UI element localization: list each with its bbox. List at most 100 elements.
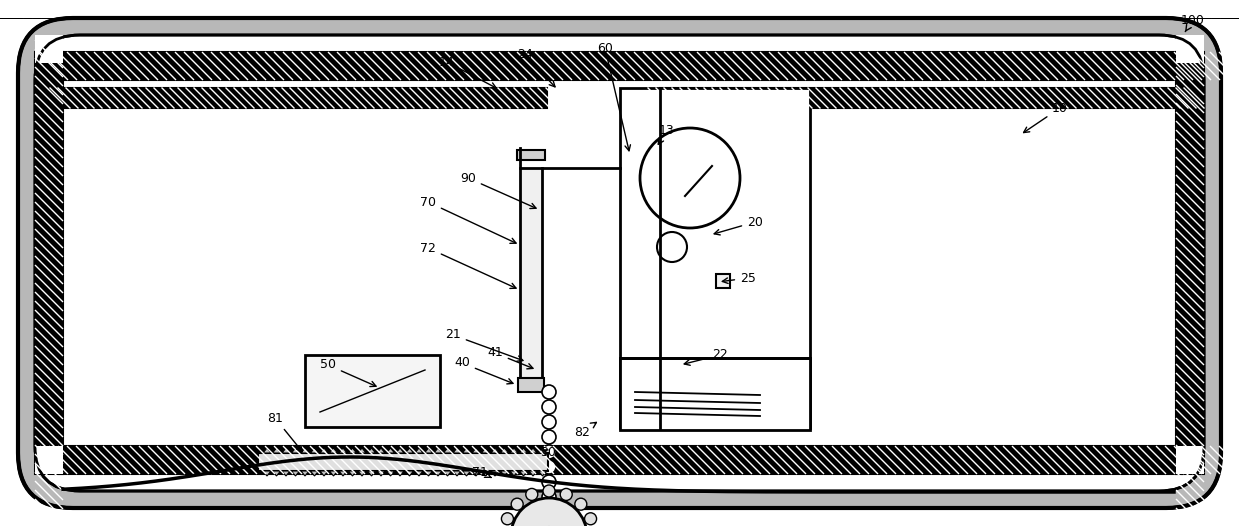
Text: 24: 24 bbox=[517, 48, 555, 87]
Polygon shape bbox=[377, 448, 385, 453]
Circle shape bbox=[538, 522, 551, 526]
Polygon shape bbox=[405, 448, 414, 453]
Circle shape bbox=[575, 498, 587, 510]
Bar bbox=[660, 88, 1180, 108]
Circle shape bbox=[543, 485, 555, 497]
Text: 20: 20 bbox=[714, 216, 763, 235]
Polygon shape bbox=[472, 448, 479, 453]
Polygon shape bbox=[377, 471, 385, 476]
Text: 40: 40 bbox=[453, 357, 513, 384]
Text: 71: 71 bbox=[472, 466, 491, 479]
Text: 25: 25 bbox=[722, 271, 756, 285]
Circle shape bbox=[585, 513, 596, 525]
Polygon shape bbox=[519, 448, 528, 453]
Circle shape bbox=[560, 489, 572, 500]
Polygon shape bbox=[510, 448, 518, 453]
Polygon shape bbox=[425, 448, 432, 453]
Bar bbox=[35, 35, 63, 63]
Bar bbox=[1176, 52, 1204, 474]
Circle shape bbox=[657, 232, 686, 262]
Polygon shape bbox=[491, 448, 499, 453]
Text: 14: 14 bbox=[439, 56, 496, 88]
Polygon shape bbox=[396, 448, 404, 453]
Circle shape bbox=[541, 430, 556, 444]
Text: 60: 60 bbox=[597, 42, 631, 151]
Polygon shape bbox=[539, 471, 546, 476]
Polygon shape bbox=[348, 471, 357, 476]
Polygon shape bbox=[462, 448, 471, 453]
Bar bbox=[620, 358, 810, 430]
Polygon shape bbox=[444, 471, 451, 476]
Polygon shape bbox=[301, 471, 309, 476]
Polygon shape bbox=[415, 471, 422, 476]
Circle shape bbox=[534, 524, 548, 526]
Circle shape bbox=[541, 475, 556, 489]
Polygon shape bbox=[291, 471, 300, 476]
Circle shape bbox=[541, 460, 556, 474]
Bar bbox=[620, 88, 810, 428]
Polygon shape bbox=[482, 471, 489, 476]
Text: 30: 30 bbox=[540, 447, 556, 460]
Bar bbox=[55, 446, 1182, 474]
Text: 21: 21 bbox=[445, 329, 523, 361]
Polygon shape bbox=[358, 471, 366, 476]
Bar bbox=[1176, 446, 1204, 474]
Polygon shape bbox=[425, 471, 432, 476]
Polygon shape bbox=[320, 471, 328, 476]
Circle shape bbox=[502, 513, 513, 525]
Bar bbox=[716, 274, 730, 288]
Text: 50: 50 bbox=[320, 359, 377, 387]
Polygon shape bbox=[482, 448, 489, 453]
Polygon shape bbox=[387, 448, 394, 453]
Circle shape bbox=[541, 505, 556, 519]
Bar bbox=[258, 453, 548, 471]
Polygon shape bbox=[368, 448, 375, 453]
Bar bbox=[1176, 35, 1204, 63]
Polygon shape bbox=[519, 471, 528, 476]
Polygon shape bbox=[434, 448, 442, 453]
Bar bbox=[35, 446, 63, 474]
Polygon shape bbox=[282, 448, 290, 453]
Polygon shape bbox=[311, 471, 318, 476]
Text: 100: 100 bbox=[1181, 14, 1206, 32]
FancyBboxPatch shape bbox=[35, 35, 1204, 491]
Polygon shape bbox=[529, 448, 536, 453]
Bar bbox=[35, 52, 63, 474]
Polygon shape bbox=[339, 471, 347, 476]
Circle shape bbox=[641, 128, 740, 228]
Polygon shape bbox=[282, 471, 290, 476]
Polygon shape bbox=[263, 448, 271, 453]
Polygon shape bbox=[358, 448, 366, 453]
Bar bbox=[63, 88, 546, 108]
Polygon shape bbox=[348, 448, 357, 453]
Polygon shape bbox=[330, 448, 337, 453]
Polygon shape bbox=[273, 471, 280, 476]
Text: 82: 82 bbox=[574, 422, 596, 439]
Polygon shape bbox=[462, 471, 471, 476]
Polygon shape bbox=[434, 471, 442, 476]
Circle shape bbox=[510, 498, 587, 526]
Polygon shape bbox=[415, 448, 422, 453]
Text: 70: 70 bbox=[420, 196, 517, 244]
Polygon shape bbox=[263, 471, 271, 476]
Polygon shape bbox=[529, 471, 536, 476]
Bar bbox=[305, 355, 440, 427]
Text: 41: 41 bbox=[487, 347, 533, 369]
Polygon shape bbox=[330, 471, 337, 476]
Polygon shape bbox=[510, 471, 518, 476]
Circle shape bbox=[541, 522, 556, 526]
FancyBboxPatch shape bbox=[19, 18, 1220, 508]
Circle shape bbox=[541, 385, 556, 399]
Polygon shape bbox=[453, 471, 461, 476]
Circle shape bbox=[512, 498, 523, 510]
Circle shape bbox=[525, 489, 538, 500]
Polygon shape bbox=[453, 448, 461, 453]
Text: 72: 72 bbox=[420, 241, 517, 288]
Bar bbox=[517, 150, 545, 160]
Polygon shape bbox=[396, 471, 404, 476]
Polygon shape bbox=[405, 471, 414, 476]
Polygon shape bbox=[501, 448, 508, 453]
Text: 90: 90 bbox=[460, 171, 536, 208]
Polygon shape bbox=[368, 471, 375, 476]
Text: 81: 81 bbox=[268, 411, 302, 452]
